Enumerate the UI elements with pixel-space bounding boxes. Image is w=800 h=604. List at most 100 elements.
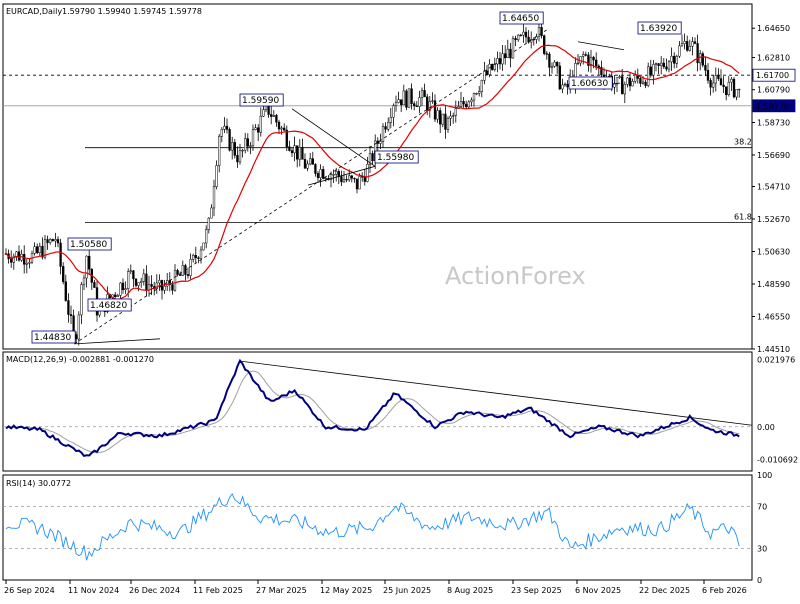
candle-body [483, 70, 486, 81]
candle-body [17, 251, 21, 261]
rsi-title: RSI(14) 30.0772 [6, 479, 71, 488]
main-ytick-label: 1.60790 [757, 86, 790, 95]
candle-body [641, 81, 645, 84]
price-label-box [637, 21, 682, 35]
candle-body [194, 255, 197, 258]
candle-body [285, 129, 288, 147]
candle-body [719, 78, 723, 86]
candle-body [709, 80, 712, 88]
candle-body [527, 36, 530, 43]
candle-body [244, 138, 247, 151]
candle-body [233, 142, 236, 156]
candle-body [358, 176, 361, 190]
candle-body [142, 273, 145, 282]
candle-body [402, 90, 405, 106]
triangle-upper-line [291, 108, 376, 167]
candle-body [628, 77, 632, 87]
candle-body [301, 147, 304, 160]
candle-body [290, 150, 294, 154]
candle-body [277, 121, 281, 130]
candle-body [553, 61, 556, 67]
candle-body [10, 258, 13, 263]
candle-body [59, 242, 62, 267]
candle-body [540, 27, 543, 36]
candle-body [730, 78, 733, 83]
candle-body [673, 55, 676, 64]
candle-body [275, 115, 278, 123]
candle-body [462, 101, 465, 105]
candle-body [236, 155, 239, 163]
candle-body [693, 41, 697, 44]
candle-body [626, 77, 629, 85]
candle-body [340, 176, 343, 183]
macd-line [5, 358, 740, 458]
right-price-box [752, 99, 796, 113]
candle-body [400, 99, 403, 106]
price-label-box [374, 150, 419, 164]
candle-body [249, 145, 252, 147]
candle-body [517, 34, 520, 41]
candle-body [467, 101, 470, 108]
candle-body [389, 116, 392, 123]
main-ytick-label: 1.62810 [757, 54, 790, 63]
rsi-ytick-label: 0 [757, 576, 762, 585]
candle-body [717, 75, 720, 79]
candle-body [631, 81, 634, 87]
candle-body [699, 53, 702, 64]
candle-body [597, 65, 600, 68]
macd-title: MACD(12,26,9) -0.002881 -0.001270 [6, 355, 154, 364]
candle-body [173, 270, 177, 291]
candle-body [660, 62, 663, 66]
candle-body [423, 90, 426, 98]
candle-body [314, 164, 317, 174]
candle-body [459, 101, 463, 107]
candle-body [171, 284, 174, 291]
moving-average-line [5, 44, 740, 301]
candle-body [254, 127, 257, 130]
price-label: 1.46820 [90, 301, 127, 311]
candle-body [129, 270, 132, 272]
candle-body [556, 61, 559, 67]
candle-body [303, 159, 307, 169]
main-ytick-label: 1.44510 [757, 345, 790, 354]
candle-body [545, 53, 548, 55]
candle-body [387, 122, 390, 130]
main-ytick-label: 1.64650 [757, 24, 790, 33]
price-label-box [239, 93, 284, 107]
candle-body [485, 70, 489, 75]
candle-body [592, 56, 595, 61]
candle-body [657, 63, 660, 66]
candle-body [441, 113, 444, 125]
candle-body [127, 271, 130, 289]
candle-body [231, 142, 234, 151]
candle-body [342, 179, 346, 183]
x-tick-label: 11 Feb 2025 [193, 586, 243, 595]
candle-body [140, 281, 143, 283]
candle-body [353, 177, 356, 180]
candle-body [207, 217, 210, 230]
price-label-box [87, 298, 132, 312]
candle-body [345, 179, 348, 181]
candle-body [496, 58, 499, 65]
price-label: 1.64650 [502, 14, 539, 24]
candle-body [563, 83, 567, 86]
candle-body [166, 280, 169, 287]
candle-body [654, 63, 658, 65]
candle-body [225, 125, 229, 130]
candle-body [615, 77, 619, 85]
candle-body [238, 150, 242, 163]
support-trendline [74, 338, 161, 345]
candle-body [600, 67, 603, 76]
candle-body [524, 31, 528, 38]
candle-body [116, 295, 119, 297]
candle-body [738, 88, 741, 91]
candle-body [392, 105, 395, 118]
candle-body [137, 282, 140, 286]
candle-body [621, 76, 624, 95]
candle-body [397, 99, 400, 103]
candle-body [712, 82, 715, 88]
candle-body [306, 163, 309, 169]
price-label: 1.55980 [377, 153, 414, 163]
